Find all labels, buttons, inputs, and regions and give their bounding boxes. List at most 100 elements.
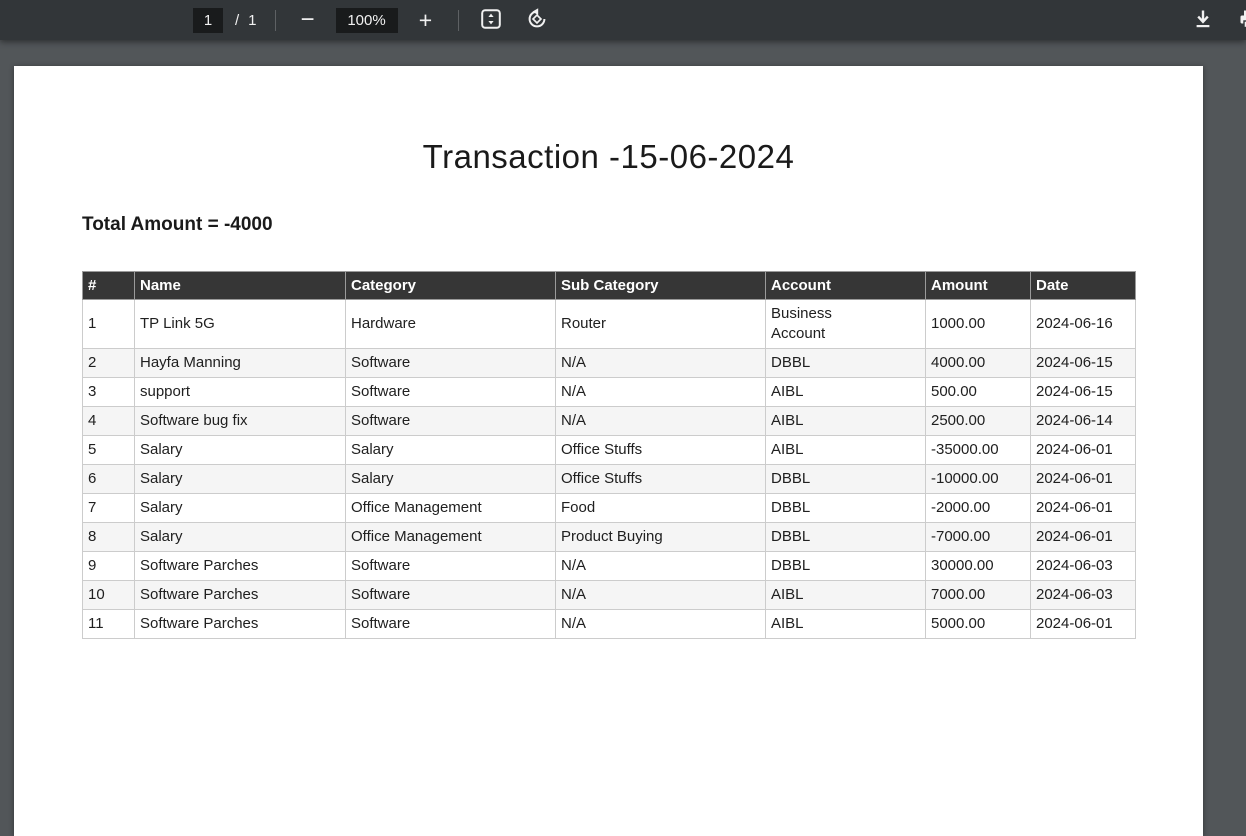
cell-num: 6 (82, 464, 135, 494)
table-row: 9 Software Parches Software N/A DBBL 30000.00… (82, 551, 1136, 581)
cell-category: Software (345, 377, 556, 407)
table-row: 6 Salary Salary Office Stuffs DBBL -10000.00 2… (82, 464, 1136, 494)
table-row: 10 Software Parches Software N/A AIBL 7000.00… (82, 580, 1136, 610)
cell-date: 2024-06-01 (1030, 464, 1136, 494)
cell-sub-category: N/A (555, 406, 766, 436)
cell-account: AIBL (765, 406, 926, 436)
print-button[interactable] (1236, 6, 1246, 34)
column-header: # (82, 271, 135, 300)
cell-account: AIBL (765, 377, 926, 407)
cell-amount: 1000.00 (925, 299, 1031, 349)
cell-account: DBBL (765, 348, 926, 378)
table-row: 7 Salary Office Management Food DBBL -2000.00… (82, 493, 1136, 523)
minus-icon: − (300, 6, 315, 33)
cell-date: 2024-06-03 (1030, 580, 1136, 610)
page-total: 1 (248, 11, 257, 29)
cell-num: 10 (82, 580, 135, 610)
column-header: Account (765, 271, 926, 300)
cell-num: 9 (82, 551, 135, 581)
cell-name: Salary (134, 464, 346, 494)
cell-category: Salary (345, 435, 556, 465)
zoom-level-value: 100% (347, 11, 386, 29)
cell-category: Software (345, 551, 556, 581)
cell-date: 2024-06-01 (1030, 435, 1136, 465)
table-row: 11 Software Parches Software N/A AIBL 5000.00… (82, 609, 1136, 639)
cell-category: Office Management (345, 493, 556, 523)
cell-date: 2024-06-15 (1030, 348, 1136, 378)
cell-amount: -35000.00 (925, 435, 1031, 465)
cell-amount: -7000.00 (925, 522, 1031, 552)
cell-name: Software bug fix (134, 406, 346, 436)
cell-date: 2024-06-01 (1030, 609, 1136, 639)
table-row: 1 TP Link 5G Hardware Router Business Accoun… (82, 299, 1136, 349)
cell-category: Hardware (345, 299, 556, 349)
cell-category: Salary (345, 464, 556, 494)
cell-date: 2024-06-16 (1030, 299, 1136, 349)
cell-account: DBBL (765, 464, 926, 494)
cell-num: 8 (82, 522, 135, 552)
rotate-counterclockwise-button[interactable] (523, 6, 551, 34)
pdf-toolbar: / 1 − 100% + (0, 0, 1246, 40)
cell-amount: 30000.00 (925, 551, 1031, 581)
cell-account: AIBL (765, 609, 926, 639)
cell-category: Software (345, 406, 556, 436)
cell-sub-category: N/A (555, 609, 766, 639)
cell-sub-category: N/A (555, 377, 766, 407)
zoom-out-button[interactable]: − (294, 6, 322, 34)
cell-sub-category: N/A (555, 348, 766, 378)
cell-num: 2 (82, 348, 135, 378)
cell-amount: -2000.00 (925, 493, 1031, 523)
cell-account: DBBL (765, 522, 926, 552)
zoom-level-field[interactable]: 100% (335, 7, 398, 33)
cell-name: Software Parches (134, 609, 346, 639)
cell-name: Software Parches (134, 551, 346, 581)
cell-num: 1 (82, 299, 135, 349)
toolbar-divider (274, 9, 276, 31)
cell-amount: 7000.00 (925, 580, 1031, 610)
rotate-counterclockwise-icon (525, 7, 549, 34)
cell-amount: -10000.00 (925, 464, 1031, 494)
download-icon (1192, 8, 1214, 33)
transactions-table: # Name Category Sub Category Account Amount Da… (82, 271, 1136, 639)
cell-account: DBBL (765, 493, 926, 523)
cell-sub-category: Router (555, 299, 766, 349)
cell-date: 2024-06-01 (1030, 522, 1136, 552)
cell-category: Software (345, 348, 556, 378)
cell-account: Business Account (765, 299, 926, 349)
fit-to-page-icon (480, 8, 502, 33)
column-header: Category (345, 271, 556, 300)
cell-name: support (134, 377, 346, 407)
cell-name: Salary (134, 493, 346, 523)
column-header: Sub Category (555, 271, 766, 300)
cell-account: AIBL (765, 435, 926, 465)
zoom-in-button[interactable]: + (412, 6, 440, 34)
download-button[interactable] (1189, 6, 1217, 34)
cell-amount: 5000.00 (925, 609, 1031, 639)
total-amount-line: Total Amount = -4000 (82, 214, 273, 235)
page-divider: / (235, 11, 240, 29)
page-count: / 1 (235, 12, 257, 29)
cell-category: Software (345, 609, 556, 639)
cell-amount: 4000.00 (925, 348, 1031, 378)
cell-sub-category: Office Stuffs (555, 435, 766, 465)
page-number-input[interactable] (193, 7, 223, 33)
cell-amount: 2500.00 (925, 406, 1031, 436)
cell-category: Office Management (345, 522, 556, 552)
cell-num: 3 (82, 377, 135, 407)
cell-sub-category: Food (555, 493, 766, 523)
toolbar-divider (457, 9, 459, 31)
table-row: 4 Software bug fix Software N/A AIBL 2500.00 2… (82, 406, 1136, 436)
cell-date: 2024-06-15 (1030, 377, 1136, 407)
print-icon (1239, 8, 1246, 33)
cell-name: Salary (134, 522, 346, 552)
cell-num: 7 (82, 493, 135, 523)
viewer-content-area: Transaction -15-06-2024 Total Amount = -… (0, 40, 1246, 836)
toolbar-center-controls: / 1 − 100% + (193, 0, 551, 40)
cell-name: Salary (134, 435, 346, 465)
document-title: Transaction -15-06-2024 (422, 138, 795, 175)
column-header: Date (1030, 271, 1136, 300)
cell-sub-category: N/A (555, 580, 766, 610)
cell-num: 5 (82, 435, 135, 465)
cell-category: Software (345, 580, 556, 610)
fit-to-page-button[interactable] (477, 6, 505, 34)
